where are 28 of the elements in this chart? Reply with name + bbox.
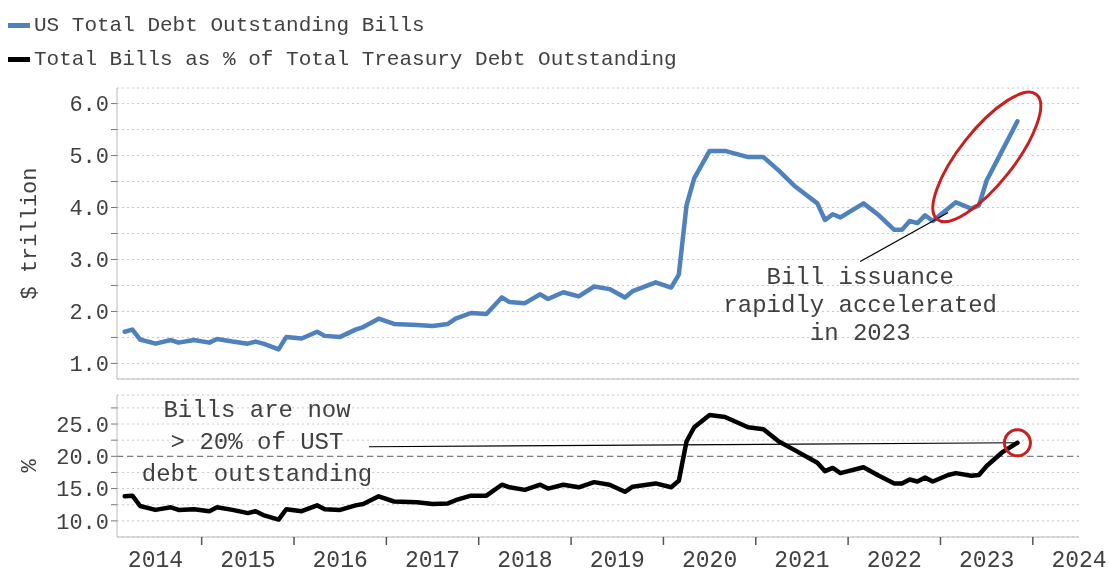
y-axis-title: $ trillion: [17, 167, 43, 300]
x-tick-label: 2014: [127, 548, 184, 574]
x-tick-label: 2022: [866, 548, 922, 574]
y-tick-label: 15.0: [56, 478, 109, 504]
y-tick-label: 4.0: [69, 197, 109, 223]
x-tick-label: 2017: [404, 548, 461, 574]
y-axis-title: %: [17, 458, 43, 473]
y-tick-label: 20.0: [56, 446, 109, 472]
legend-label: US Total Debt Outstanding Bills: [34, 13, 425, 37]
y-tick-label: 10.0: [56, 510, 109, 536]
legend-label: Total Bills as % of Total Treasury Debt Outstanding: [34, 47, 677, 71]
x-tick-label: 2024: [1051, 548, 1107, 574]
y-tick-label: 2.0: [69, 301, 109, 327]
x-tick-label: 2019: [589, 548, 645, 574]
line-series: [122, 119, 1020, 352]
y-tick-label: 25.0: [56, 413, 109, 439]
y-tick-label: 3.0: [69, 249, 109, 275]
x-tick-label: 2020: [681, 548, 738, 574]
y-tick-label: 6.0: [69, 93, 109, 119]
y-tick-label: 1.0: [69, 353, 109, 379]
x-tick-label: 2016: [312, 548, 368, 574]
x-tick-label: 2021: [774, 548, 830, 574]
x-tick-label: 2023: [959, 548, 1015, 574]
x-tick-label: 2015: [220, 548, 276, 574]
y-tick-label: 5.0: [69, 145, 109, 171]
annotation: Bill issuance rapidly accelerated in 2023: [723, 263, 997, 347]
x-tick-label: 2018: [497, 548, 553, 574]
annotation: Bills are now > 20% of UST debt outstanding: [141, 397, 373, 488]
